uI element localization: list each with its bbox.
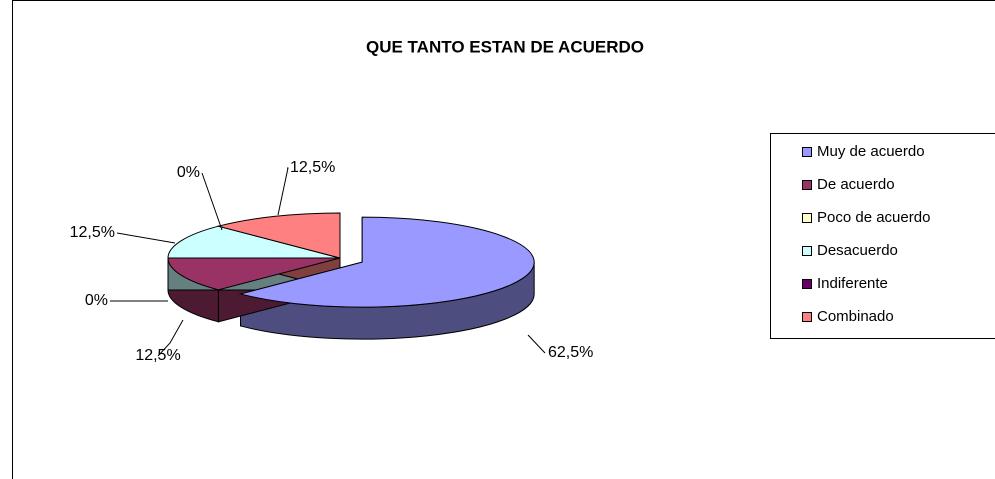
legend-swatch xyxy=(802,147,812,157)
data-label: 12,5% xyxy=(135,347,180,364)
pie-slice xyxy=(167,257,341,291)
legend-label: Muy de acuerdo xyxy=(817,143,925,160)
legend-swatch xyxy=(802,180,812,190)
leader-line xyxy=(527,334,546,354)
legend-label: Desacuerdo xyxy=(817,242,898,259)
leader-line xyxy=(157,319,184,357)
data-label: 62,5% xyxy=(548,344,593,361)
data-label: 0% xyxy=(85,292,108,309)
legend-box xyxy=(770,133,995,339)
pie-slice xyxy=(167,225,341,259)
legend-label: Poco de acuerdo xyxy=(817,209,930,226)
data-label: 12,5% xyxy=(290,159,335,176)
data-label: 12,5% xyxy=(70,224,115,241)
leader-line xyxy=(277,167,289,216)
legend-label: De acuerdo xyxy=(817,176,895,193)
pie-slice xyxy=(238,216,535,308)
leader-line xyxy=(116,232,176,244)
leader-line xyxy=(201,172,223,231)
pie-tops xyxy=(167,212,535,308)
legend-label: Indiferente xyxy=(817,275,888,292)
legend-swatch xyxy=(802,279,812,289)
pie-slice xyxy=(216,212,341,259)
legend-label: Combinado xyxy=(817,308,894,325)
legend-swatch xyxy=(802,213,812,223)
chart-title: QUE TANTO ESTAN DE ACUERDO xyxy=(366,37,644,56)
data-label: 0% xyxy=(177,164,200,181)
legend-swatch xyxy=(802,312,812,322)
legend-swatch xyxy=(802,246,812,256)
